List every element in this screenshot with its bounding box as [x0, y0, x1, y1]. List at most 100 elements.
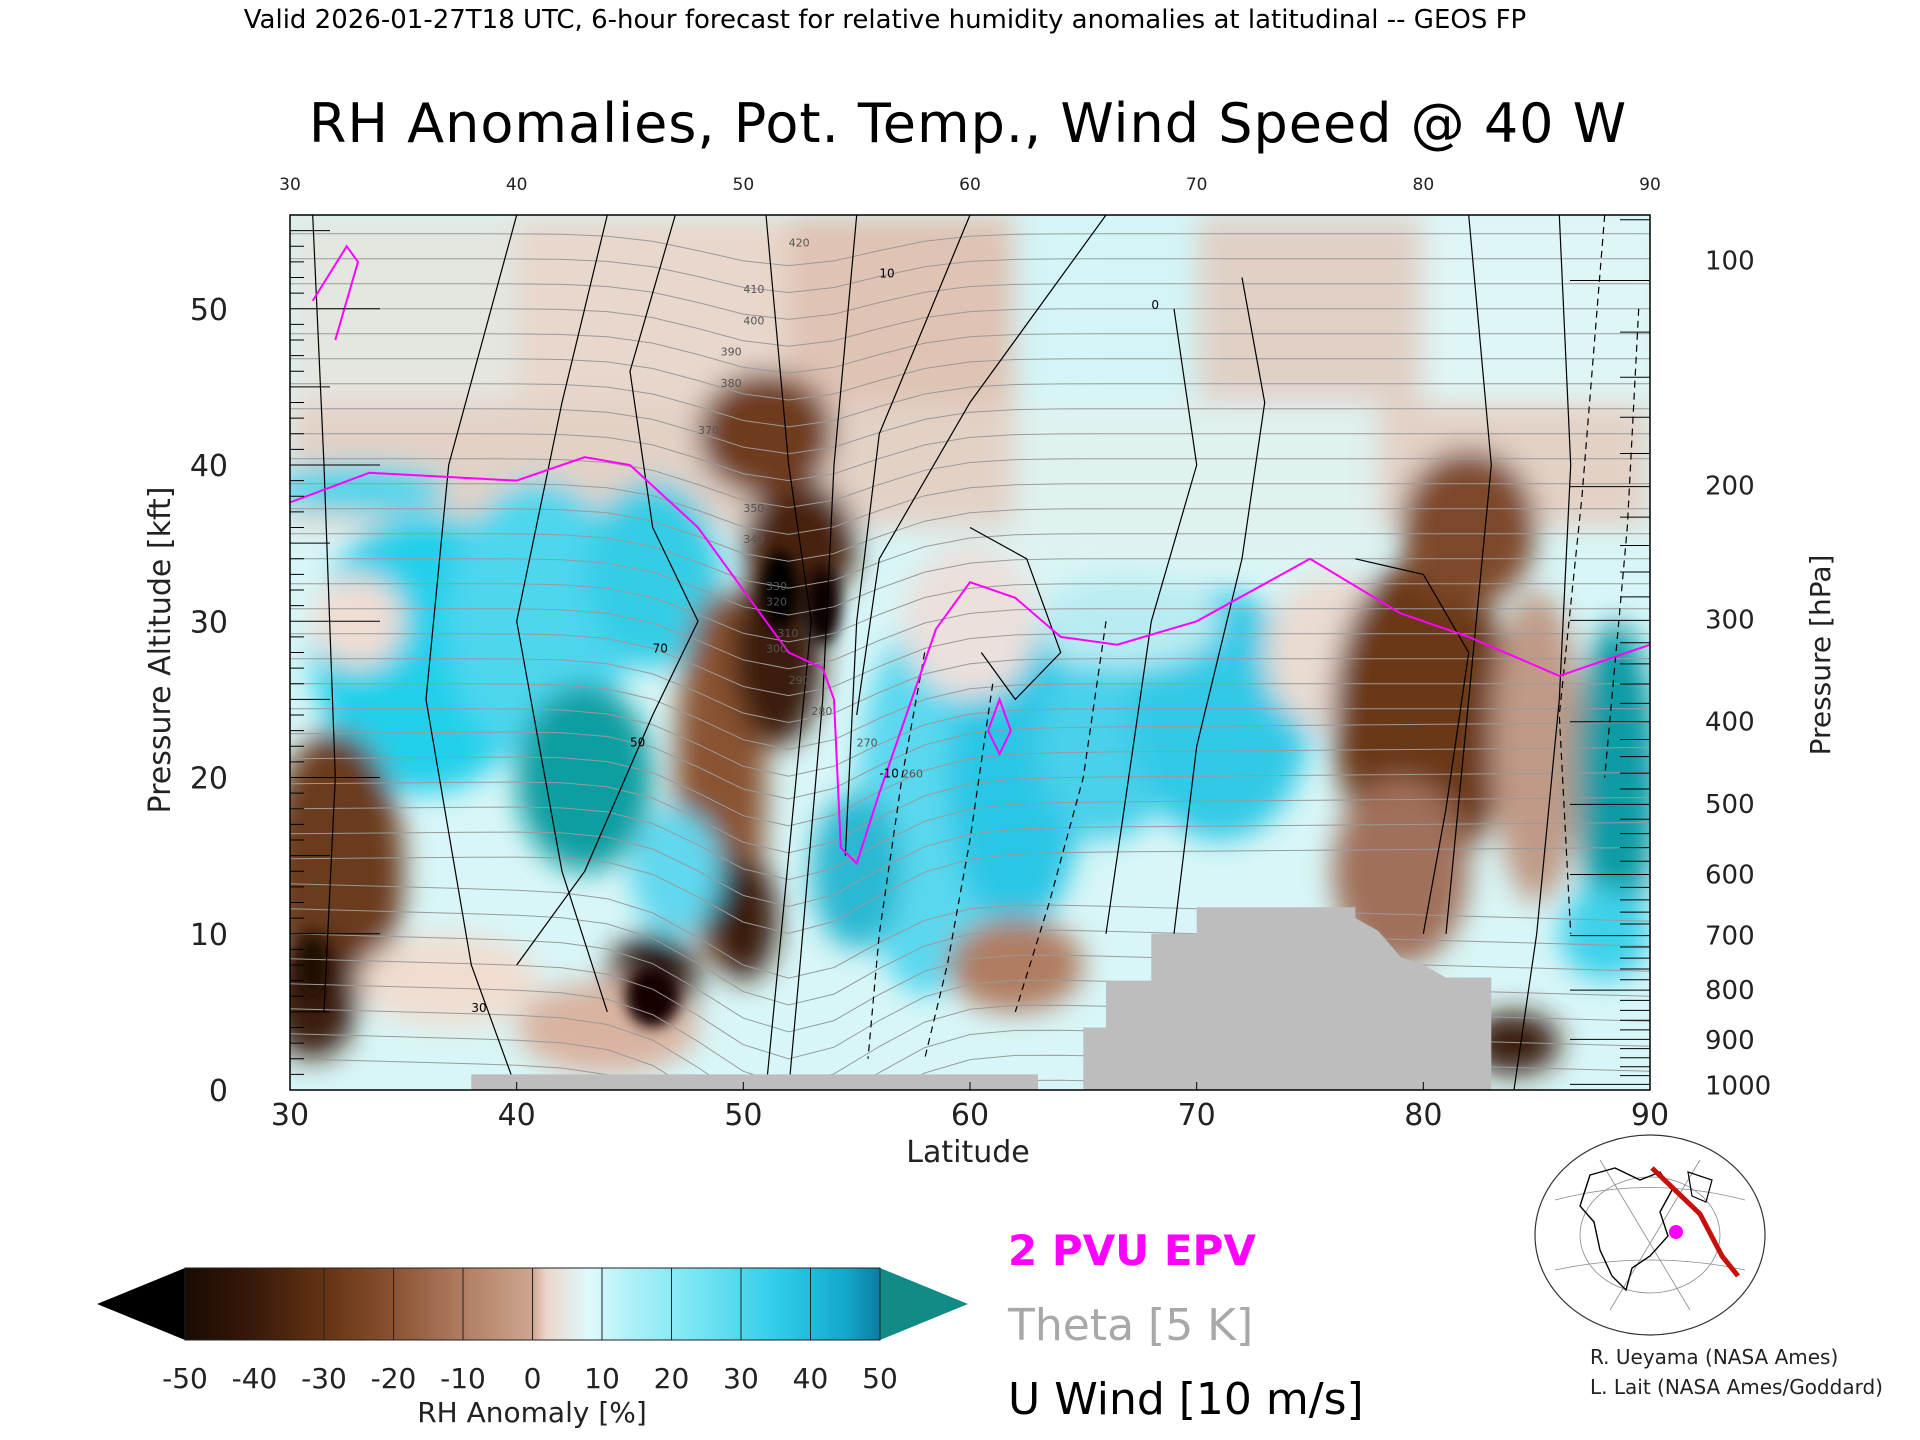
colorbar-tick-label: 50 [862, 1362, 898, 1395]
wind-label: 30 [471, 1001, 486, 1015]
colorbar-frame [184, 1267, 881, 1341]
x-top-tick-label: 70 [1186, 175, 1208, 195]
theta-contours [290, 233, 1650, 1090]
theta-contour [290, 383, 1650, 428]
wind-contour [969, 526, 1062, 701]
y-right-tick-labels: 100 200 300 400 500 600 700 800 900 1000 [1705, 246, 1771, 1101]
wind-label: 50 [630, 735, 645, 749]
x-top-tick-label: 90 [1639, 175, 1661, 195]
y-axis-left-label: Pressure Altitude [kft] [143, 487, 178, 814]
chart-title: RH Anomalies, Pot. Temp., Wind Speed @ 4… [309, 92, 1627, 155]
theta-contour [290, 822, 1650, 908]
colorbar-segments [184, 1267, 881, 1341]
y-left-tick-label: 40 [190, 449, 228, 484]
rh-blob [947, 918, 1084, 1012]
wind-contour [516, 215, 699, 966]
y-right-tick-label: 900 [1705, 1026, 1755, 1056]
wind-contour [788, 215, 858, 1090]
x-tick-label: 90 [1631, 1098, 1669, 1133]
rh-band [1015, 402, 1378, 559]
colorbar-tick-label: 20 [654, 1362, 690, 1395]
credit-1: R. Ueyama (NASA Ames) [1590, 1345, 1838, 1369]
theta-contour [290, 658, 1650, 724]
theta-label: 320 [766, 596, 787, 609]
y-left-tick-label: 20 [190, 762, 228, 797]
plot-area: 4204104003903803703503403303203103002902… [290, 215, 1650, 1090]
wind-contours [312, 215, 1640, 1090]
theta-contour [290, 233, 1650, 267]
colorbar-tick-label: -10 [440, 1362, 486, 1395]
x-top-tick-label: 40 [506, 175, 528, 195]
wind-contour [1105, 308, 1198, 934]
theta-label: 330 [766, 580, 787, 593]
wind-contour [1513, 215, 1572, 1090]
left-minor-ticks [290, 214, 380, 1091]
theta-contour [290, 747, 1650, 827]
rh-blob [1559, 886, 1650, 981]
y-right-tick-label: 700 [1705, 921, 1755, 951]
colorbar-tick-label: 40 [793, 1362, 829, 1395]
right-minor-ticks [1570, 219, 1650, 1085]
x-tick-label: 70 [1178, 1098, 1216, 1133]
epv-contour-island [311, 244, 360, 341]
colorbar: -50 -40 -30 -20 -10 0 10 20 30 40 50 RH Anomaly [%… [97, 1267, 968, 1429]
theta-label: 280 [811, 705, 832, 718]
theta-contour [290, 883, 1650, 979]
wind-contour [765, 215, 812, 1090]
y-left-tick-label: 50 [190, 293, 228, 328]
theta-contour [290, 847, 1650, 934]
theta-contour [290, 358, 1650, 401]
theta-contour [290, 583, 1650, 643]
x-top-tick-labels: 30 40 50 60 70 80 90 [279, 175, 1661, 195]
rh-blob [698, 371, 834, 497]
colorbar-label: RH Anomaly [%] [417, 1396, 647, 1429]
wind-label: 70 [653, 642, 668, 656]
x-axis-label: Latitude [906, 1135, 1029, 1170]
epv-contour-island [987, 696, 1012, 757]
rh-blob [709, 855, 778, 981]
colorbar-tick-label: -40 [232, 1362, 278, 1395]
x-top-tick-label: 80 [1413, 175, 1435, 195]
theta-label: 420 [789, 236, 810, 249]
theta-label: 410 [743, 283, 764, 296]
rh-band [516, 215, 789, 403]
rh-blob [630, 808, 721, 934]
epv-2pvu-contour [290, 244, 1650, 866]
credit-2: L. Lait (NASA Ames/Goddard) [1590, 1375, 1883, 1399]
theta-contour [290, 333, 1650, 374]
x-tick-labels: 30 40 50 60 70 80 90 [271, 1082, 1669, 1133]
colorbar-tick-label: -30 [301, 1362, 347, 1395]
legend-epv: 2 PVU EPV [1008, 1226, 1256, 1275]
theta-contour [290, 708, 1650, 777]
rh-core [625, 965, 680, 1028]
wind-contour [844, 215, 971, 856]
theta-contour [290, 408, 1650, 455]
x-top-tick-label: 30 [279, 175, 301, 195]
y-right-tick-label: 1000 [1705, 1071, 1771, 1101]
y-right-tick-label: 100 [1705, 246, 1755, 276]
wind-contour [425, 215, 518, 1090]
theta-label: 350 [743, 502, 764, 515]
wind-contour [516, 215, 608, 1013]
terrain [471, 907, 1492, 1090]
rh-blob [1468, 1011, 1560, 1075]
rh-core [299, 933, 327, 997]
wind-label: 10 [879, 267, 894, 281]
theta-label: 390 [721, 346, 742, 359]
rh-core [761, 550, 798, 630]
wind-contour [1445, 215, 1492, 934]
x-tick-label: 50 [724, 1098, 762, 1133]
theta-contour [290, 458, 1650, 509]
rh-blob [1038, 574, 1220, 669]
legend-theta: Theta [5 K] [1007, 1300, 1253, 1351]
colorbar-tick-label: 10 [584, 1362, 620, 1395]
y-right-tick-label: 500 [1705, 790, 1755, 820]
y-right-tick-label: 400 [1705, 707, 1755, 737]
wind-contour-dashed [867, 652, 926, 1059]
theta-label: 400 [743, 314, 764, 327]
rh-anomaly-detail [299, 550, 841, 1028]
y-right-tick-label: 300 [1705, 606, 1755, 636]
colorbar-tick-label: 0 [524, 1362, 542, 1395]
x-tick-label: 80 [1404, 1098, 1442, 1133]
